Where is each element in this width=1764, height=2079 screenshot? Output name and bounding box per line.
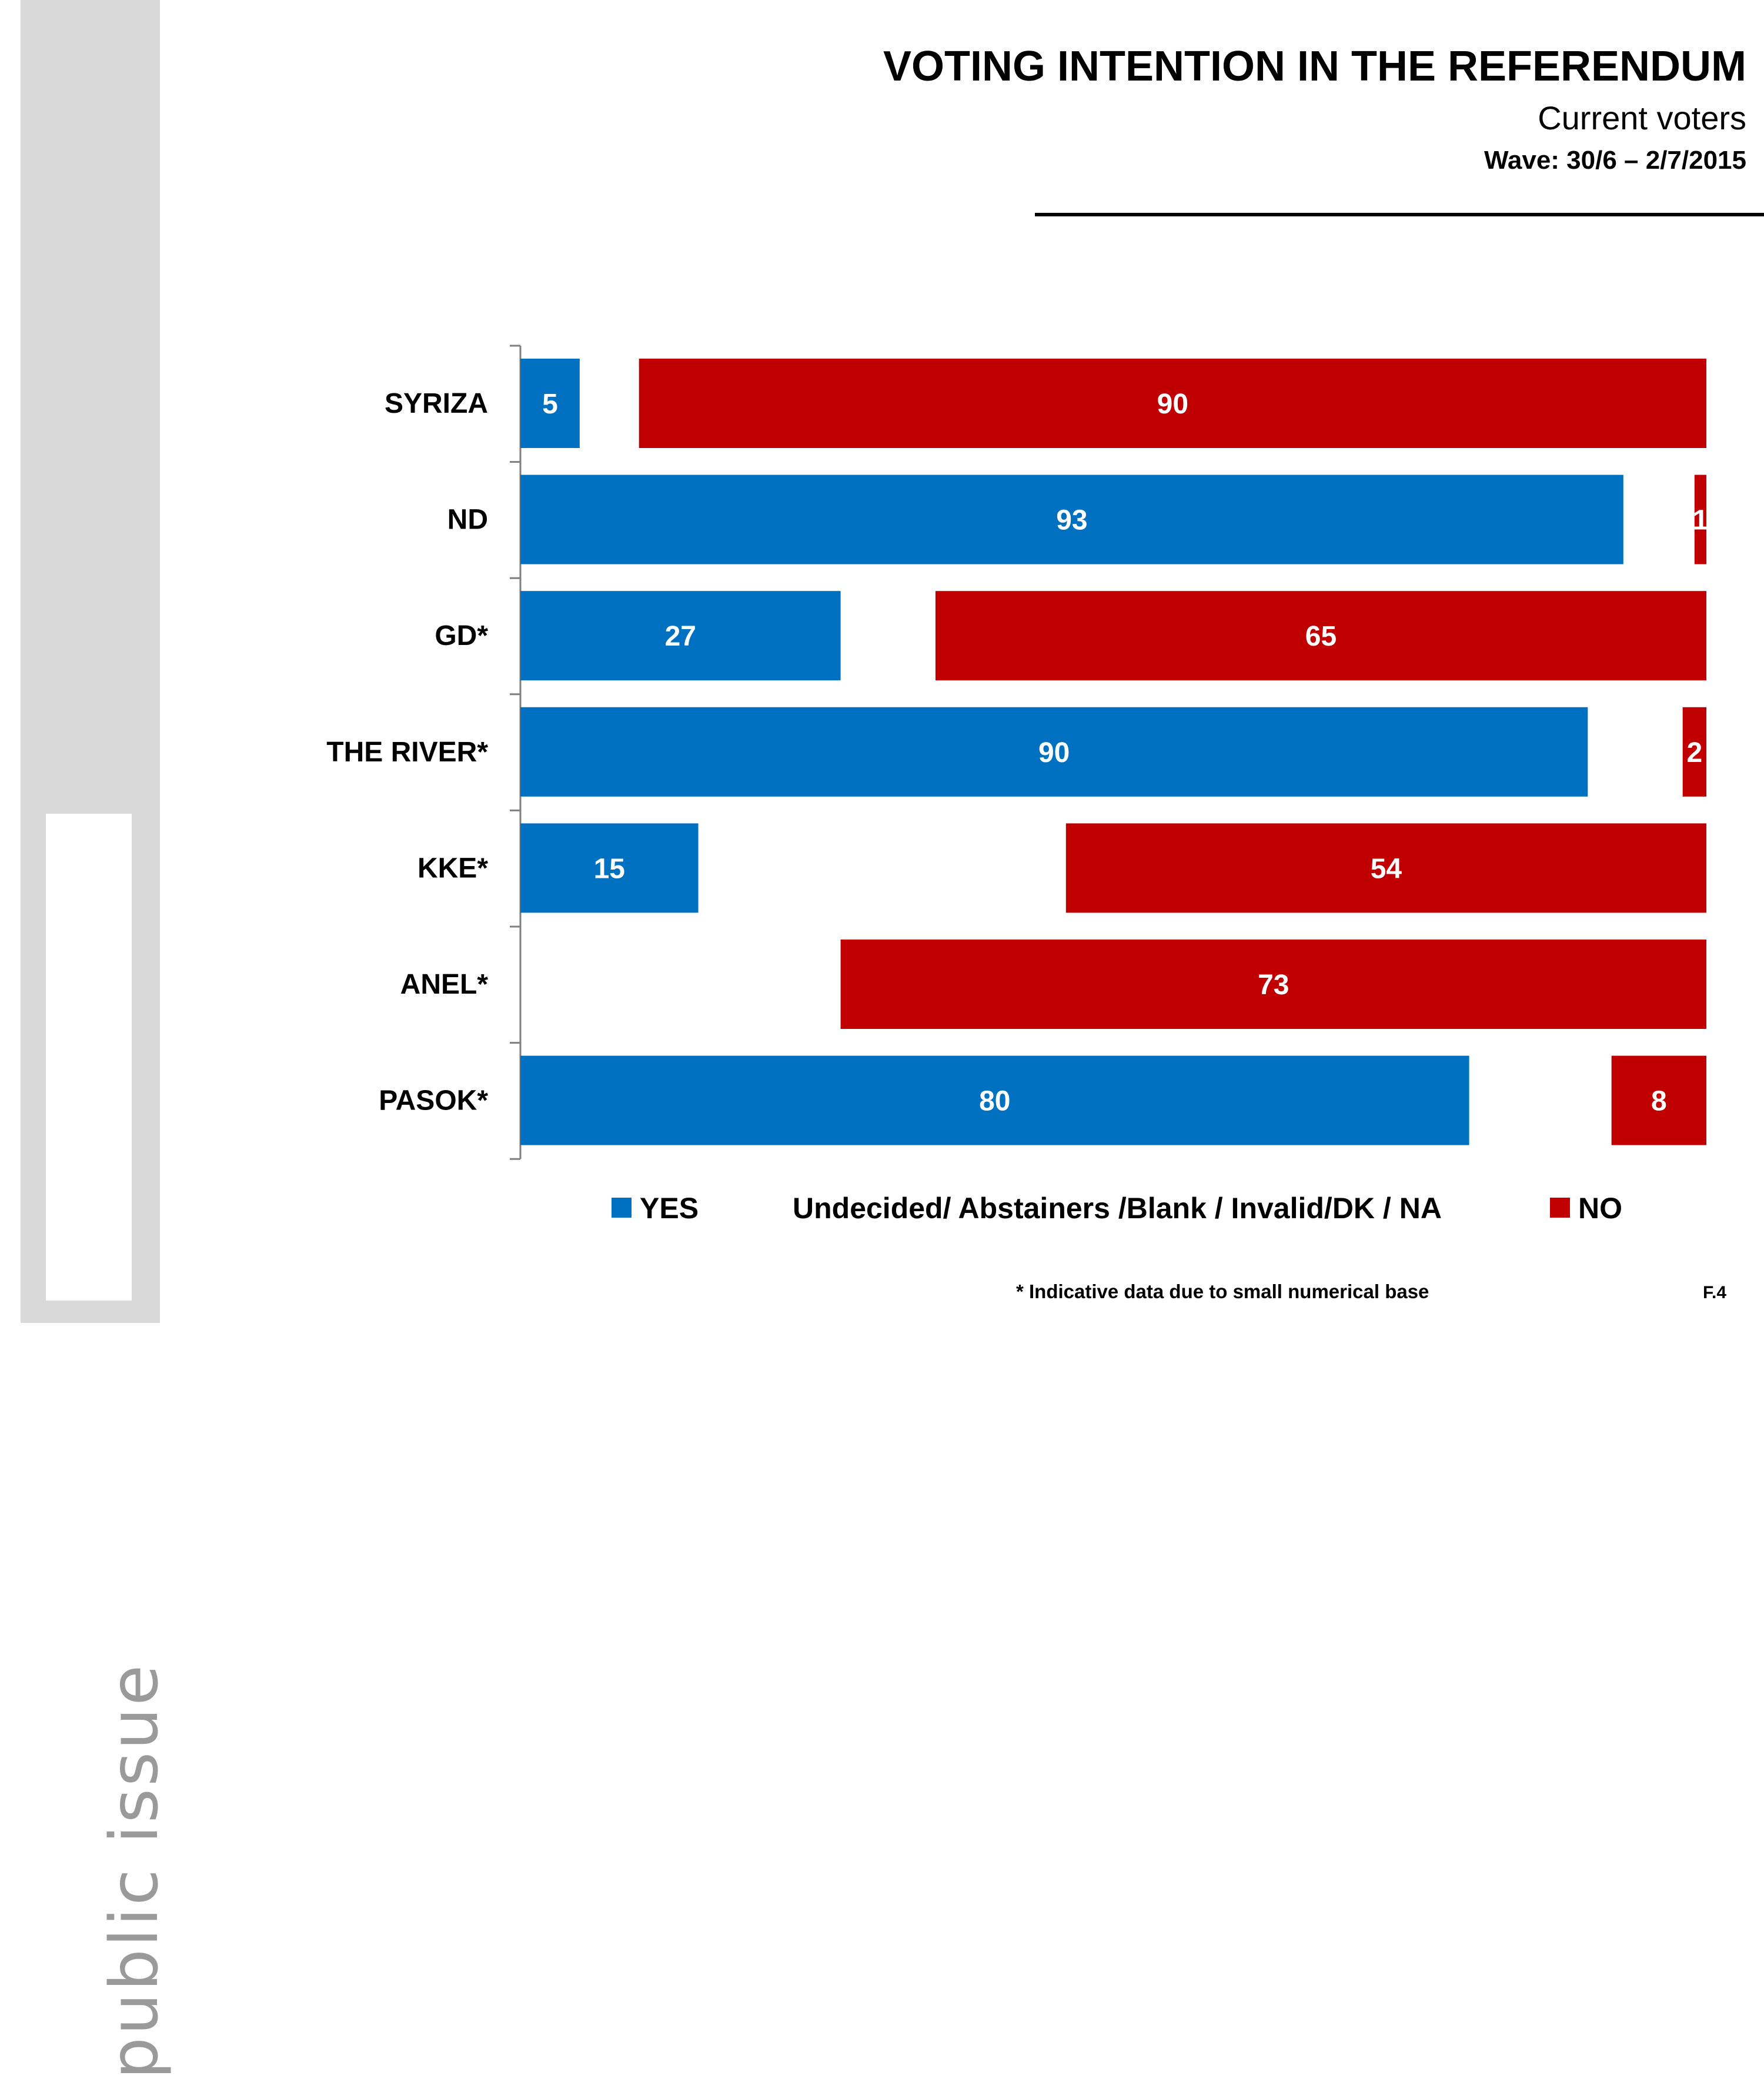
data-label-yes-gd: 27: [665, 621, 696, 652]
bar-chart: SYRIZA 5 90 ND 93 1 GD* 27 65 THE RIVER* 90 2 KKE* 15…: [326, 345, 1709, 1225]
bar-yes-kke: [520, 823, 699, 913]
category-label-pasok: PASOK*: [379, 1085, 488, 1117]
legend-label-no: NO: [1578, 1192, 1622, 1225]
category-label-the-river: THE RIVER*: [326, 737, 488, 768]
wave-dates: Wave: 30/6 – 2/7/2015: [1484, 146, 1746, 175]
data-label-yes-pasok: 80: [979, 1086, 1010, 1117]
bar-no-syriza: [639, 359, 1706, 448]
legend-swatch-yes: [612, 1198, 632, 1218]
category-label-nd: ND: [447, 504, 488, 536]
data-label-yes-syriza: 5: [542, 389, 558, 420]
category-label-syriza: SYRIZA: [385, 388, 488, 419]
legend-label-undecided: Undecided/ Abstainers /Blank / Invalid/D…: [793, 1192, 1442, 1225]
category-label-anel: ANEL*: [400, 969, 489, 1000]
legend-swatch-no: [1550, 1198, 1570, 1218]
figure-id: F.4: [1703, 1283, 1727, 1302]
bar-no-the-river: [1682, 707, 1706, 797]
category-label-kke: KKE*: [417, 853, 488, 884]
bar-no-kke: [1065, 823, 1706, 913]
category-label-gd: GD*: [435, 620, 488, 651]
bar-no-gd: [935, 591, 1706, 681]
bar-yes-syriza: [520, 359, 580, 448]
bar-no-anel: [840, 940, 1706, 1029]
data-label-yes-nd: 93: [1056, 505, 1087, 536]
legend-label-yes: YES: [640, 1192, 699, 1225]
data-label-no-nd: 1: [1693, 505, 1709, 536]
data-label-no-syriza: 90: [1157, 389, 1188, 420]
bar-yes-gd: [520, 591, 841, 681]
bar-no-pasok: [1611, 1055, 1706, 1145]
bar-yes-the-river: [520, 707, 1588, 797]
data-label-yes-kke: 15: [594, 853, 625, 884]
logo-text: public issue: [96, 1662, 173, 2079]
chart-title: VOTING INTENTION IN THE REFERENDUM: [883, 43, 1746, 90]
footnote: * Indicative data due to small numerical…: [1016, 1281, 1429, 1302]
bar-yes-nd: [520, 474, 1623, 564]
bar-no-nd: [1694, 474, 1706, 564]
data-label-no-kke: 54: [1371, 853, 1402, 884]
data-label-yes-the-river: 90: [1038, 737, 1070, 768]
chart-subtitle: Current voters: [1538, 99, 1746, 136]
data-label-no-pasok: 8: [1651, 1086, 1667, 1117]
data-label-no-anel: 73: [1258, 970, 1289, 1001]
header-rule: [1035, 213, 1764, 216]
logo: public issue: [46, 814, 173, 2079]
data-label-no-the-river: 2: [1686, 737, 1702, 768]
data-label-no-gd: 65: [1305, 621, 1337, 652]
bar-yes-pasok: [520, 1055, 1469, 1145]
